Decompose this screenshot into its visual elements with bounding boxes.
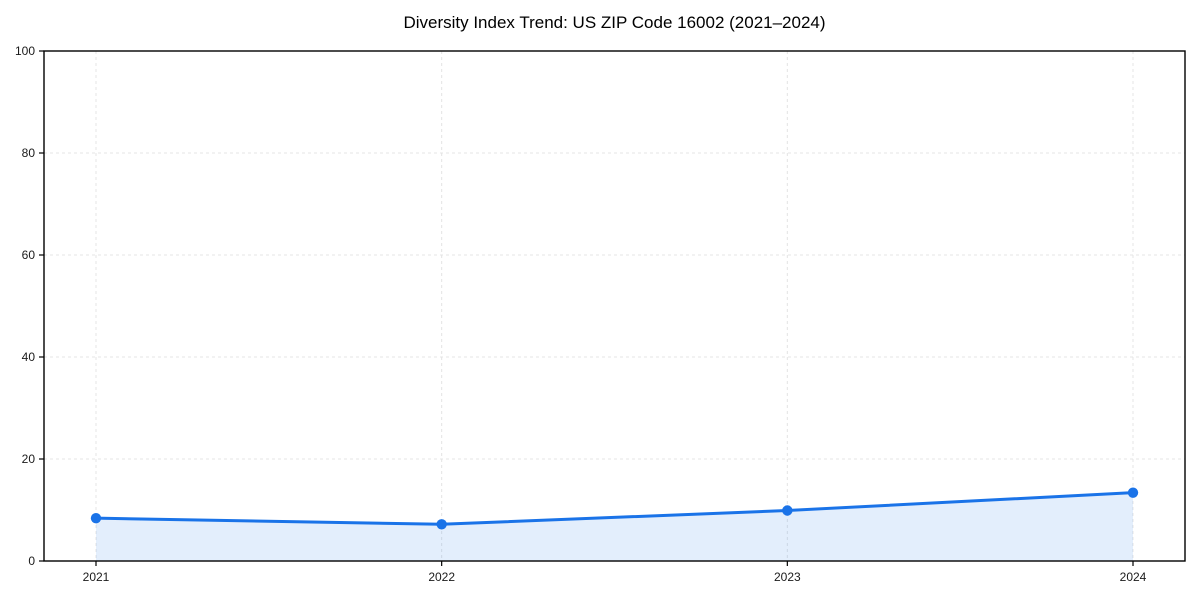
chart-title: Diversity Index Trend: US ZIP Code 16002… [403,13,826,32]
y-tick-label: 80 [22,146,36,160]
trend-line [94,491,1135,526]
y-tick-label: 40 [22,350,36,364]
data-point [90,512,102,524]
data-point [436,519,447,530]
data-point [782,505,793,516]
y-tick-label: 20 [22,452,36,466]
x-tick-label: 2023 [774,570,801,584]
plot-box [43,50,1186,562]
y-tick-label: 60 [22,248,36,262]
x-tick-label: 2021 [83,570,110,584]
area-fill [96,492,1133,561]
data-point [1127,487,1139,498]
y-tick-label: 0 [28,554,35,568]
y-tick-label: 100 [15,44,35,58]
x-tick-label: 2022 [428,570,455,584]
x-tick-label: 2024 [1120,570,1147,584]
